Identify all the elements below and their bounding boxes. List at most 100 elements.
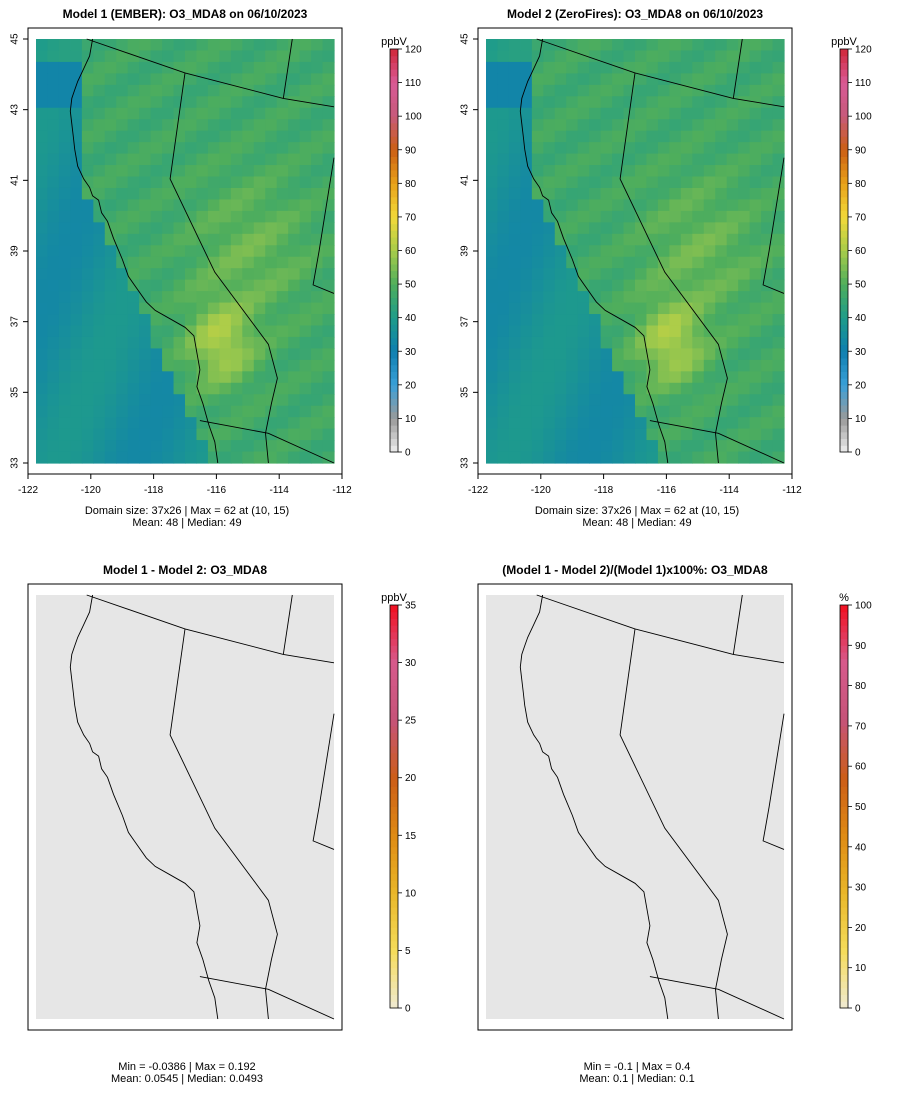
heatmap-cell: [543, 428, 556, 441]
heatmap-cell: [207, 119, 220, 132]
heatmap-cell: [242, 325, 255, 338]
heatmap-cell: [589, 451, 602, 464]
heatmap-cell: [104, 394, 117, 407]
colorbar-segment: [840, 324, 848, 332]
heatmap-cell: [196, 176, 209, 189]
heatmap-cell: [70, 405, 83, 418]
heatmap-cell: [692, 268, 705, 281]
heatmap-cell: [589, 153, 602, 166]
heatmap-cell: [761, 268, 774, 281]
heatmap-cell: [81, 302, 94, 315]
colorbar-segment: [840, 920, 848, 928]
heatmap-cell: [116, 222, 129, 235]
heatmap-cell: [162, 302, 175, 315]
heatmap-cell: [196, 245, 209, 258]
heatmap-cell: [486, 405, 499, 418]
heatmap-cell: [703, 165, 716, 178]
heatmap-cell: [508, 405, 521, 418]
heatmap-cell: [600, 256, 613, 269]
heatmap-cell: [93, 165, 106, 178]
heatmap-cell: [520, 119, 533, 132]
heatmap-cell: [703, 394, 716, 407]
heatmap-cell: [508, 61, 521, 74]
heatmap-cell: [207, 199, 220, 212]
heatmap-cell: [531, 130, 544, 143]
heatmap-cell: [288, 176, 301, 189]
heatmap-cell: [486, 245, 499, 258]
heatmap-cell: [726, 222, 739, 235]
heatmap-cell: [749, 268, 762, 281]
heatmap-cell: [230, 382, 243, 395]
heatmap-cell: [207, 359, 220, 372]
heatmap-cell: [127, 428, 140, 441]
heatmap-cell: [738, 210, 751, 223]
heatmap-cell: [566, 222, 579, 235]
heatmap-cell: [772, 61, 785, 74]
heatmap-cell: [196, 107, 209, 120]
heatmap-cell: [93, 130, 106, 143]
heatmap-cell: [299, 417, 312, 430]
heatmap-cell: [646, 348, 659, 361]
heatmap-cell: [276, 130, 289, 143]
heatmap-cell: [635, 268, 648, 281]
heatmap-cell: [520, 233, 533, 246]
heatmap-cell: [322, 199, 335, 212]
heatmap-cell: [726, 417, 739, 430]
heatmap-cell: [589, 233, 602, 246]
heatmap-cell: [612, 325, 625, 338]
heatmap-cell: [669, 359, 682, 372]
heatmap-cell: [70, 302, 83, 315]
heatmap-cell: [646, 382, 659, 395]
heatmap-cell: [657, 268, 670, 281]
heatmap-cell: [646, 268, 659, 281]
colorbar-segment: [390, 866, 398, 875]
heatmap-cell: [173, 199, 186, 212]
heatmap-cell: [554, 130, 567, 143]
heatmap-cell: [497, 61, 510, 74]
heatmap-cell: [311, 314, 324, 327]
colorbar-tick-label: 90: [405, 145, 417, 156]
heatmap-cell: [577, 268, 590, 281]
heatmap-cell: [276, 256, 289, 269]
heatmap-cell: [577, 165, 590, 178]
heatmap-cell: [150, 394, 163, 407]
colorbar-segment: [840, 371, 848, 379]
heatmap-cell: [36, 371, 49, 384]
heatmap-cell: [577, 440, 590, 453]
heatmap-cell: [589, 245, 602, 258]
heatmap-cell: [531, 348, 544, 361]
heatmap-cell: [185, 165, 198, 178]
heatmap-cell: [322, 336, 335, 350]
heatmap-cell: [81, 73, 94, 86]
y-tick-label: 41: [10, 174, 21, 186]
heatmap-cell: [162, 130, 175, 143]
heatmap-cell: [116, 256, 129, 269]
heatmap-cell: [207, 302, 220, 315]
heatmap-cell: [276, 394, 289, 407]
heatmap-cell: [486, 451, 499, 464]
heatmap-cell: [577, 325, 590, 338]
heatmap-cell: [93, 73, 106, 86]
colorbar-tick-label: 120: [405, 45, 422, 56]
heatmap-cell: [715, 39, 728, 52]
heatmap-cell: [577, 153, 590, 166]
heatmap-cell: [715, 165, 728, 178]
colorbar-segment: [840, 638, 848, 646]
heatmap-cell: [116, 302, 129, 315]
heatmap-cell: [36, 222, 49, 235]
heatmap-cell: [219, 268, 232, 281]
heatmap-cell: [150, 268, 163, 281]
heatmap-cell: [116, 84, 129, 97]
heatmap-cell: [311, 176, 324, 189]
colorbar-segment: [840, 611, 848, 619]
heatmap-cell: [253, 382, 266, 395]
heatmap-cell: [36, 130, 49, 143]
heatmap-cell: [104, 256, 117, 269]
heatmap-cell: [288, 39, 301, 52]
heatmap-cell: [253, 130, 266, 143]
x-tick-label: -118: [144, 485, 164, 496]
colorbar-segment: [390, 237, 398, 245]
heatmap-cell: [715, 371, 728, 384]
heatmap-cell: [589, 199, 602, 212]
colorbar-segment: [840, 243, 848, 251]
